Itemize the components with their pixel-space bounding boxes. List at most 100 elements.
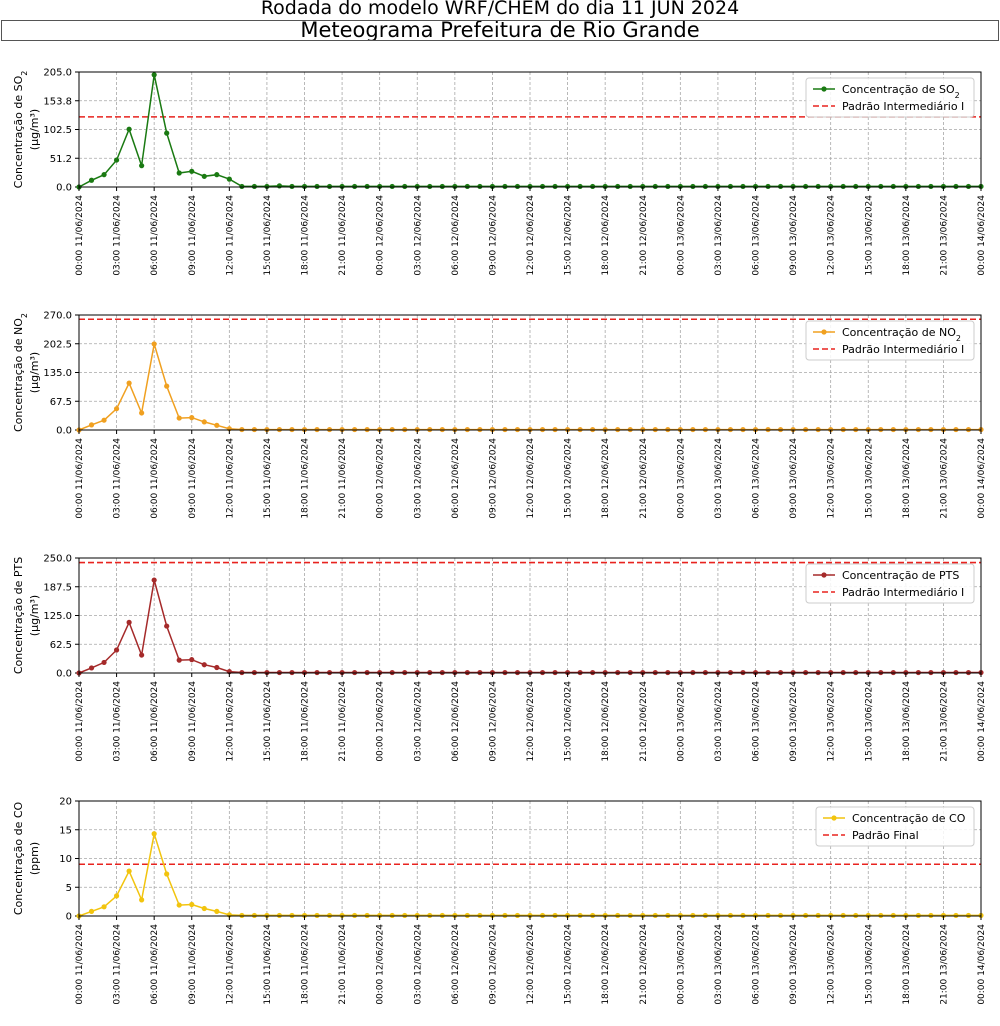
- data-point: [564, 183, 571, 190]
- data-point: [627, 183, 633, 190]
- x-tick-label: 18:00 12/06/2024: [601, 195, 611, 276]
- data-point: [139, 897, 145, 903]
- legend-box: [815, 806, 975, 847]
- chart-panel-4: 0 5 10 15 20 00:00 11/06/2024 03:00 11/06/2024…: [12, 797, 987, 1005]
- data-point: [176, 415, 182, 421]
- y-axis-label: Concentração de PTS: [12, 557, 25, 674]
- x-tick-label: 15:00 12/06/2024: [564, 195, 574, 276]
- legend-reference-label: Padrão Intermediário I: [842, 343, 964, 356]
- data-point: [189, 657, 195, 663]
- data-point: [765, 912, 771, 919]
- y-tick-label: 187.5: [43, 582, 72, 593]
- data-point: [853, 912, 859, 919]
- data-point: [151, 577, 157, 583]
- data-point: [828, 912, 834, 919]
- y-axis-label: Concentração de CO: [12, 801, 25, 915]
- legend: Concentração de PTS Padrão Intermediário …: [805, 563, 975, 604]
- x-tick-label: 09:00 12/06/2024: [488, 438, 498, 519]
- data-point: [164, 130, 170, 136]
- data-point: [790, 183, 796, 190]
- x-tick-label: 00:00 13/06/2024: [676, 924, 686, 1005]
- data-point: [276, 183, 283, 189]
- legend-series-label: Concentração de CO: [852, 812, 966, 825]
- data-point: [452, 912, 458, 919]
- data-point: [903, 912, 909, 919]
- x-tick-label: 18:00 11/06/2024: [301, 681, 311, 762]
- data-point: [139, 410, 145, 416]
- x-tick-label: 06:00 11/06/2024: [150, 924, 160, 1005]
- y-tick-label: 0.0: [56, 669, 72, 680]
- x-tick-label: 09:00 13/06/2024: [789, 438, 799, 519]
- x-tick-label: 00:00 11/06/2024: [75, 438, 85, 519]
- x-tick-label: 06:00 11/06/2024: [150, 438, 160, 519]
- x-tick-label: 12:00 12/06/2024: [526, 438, 536, 519]
- x-tick-label: 15:00 13/06/2024: [864, 195, 874, 276]
- x-tick-label: 15:00 13/06/2024: [864, 438, 874, 519]
- data-point: [113, 893, 120, 899]
- y-tick-label: 51.2: [50, 154, 72, 165]
- x-tick-label: 21:00 11/06/2024: [338, 195, 348, 276]
- legend-reference-label: Padrão Intermediário I: [842, 100, 964, 113]
- data-point: [715, 912, 721, 919]
- data-point: [314, 183, 320, 190]
- data-point: [326, 183, 333, 190]
- data-point: [301, 183, 308, 190]
- x-tick-label: 09:00 11/06/2024: [188, 438, 198, 519]
- x-tick-label: 03:00 11/06/2024: [113, 924, 123, 1005]
- data-point: [314, 912, 320, 919]
- data-point: [752, 183, 759, 190]
- data-point: [301, 912, 308, 919]
- y-tick-label: 135.0: [43, 368, 72, 379]
- x-tick-label: 12:00 11/06/2024: [225, 681, 235, 762]
- x-tick-label: 03:00 11/06/2024: [113, 681, 123, 762]
- x-tick-label: 09:00 13/06/2024: [789, 195, 799, 276]
- data-point: [427, 183, 433, 190]
- legend-reference-label: Padrão Intermediário I: [842, 586, 964, 599]
- data-point: [865, 912, 871, 919]
- x-tick-label: 09:00 12/06/2024: [488, 924, 498, 1005]
- y-tick-label: 5: [66, 883, 72, 894]
- y-tick-label: 250.0: [43, 554, 72, 565]
- data-point: [840, 183, 846, 190]
- data-point: [189, 901, 195, 908]
- x-tick-label: 21:00 13/06/2024: [939, 924, 949, 1005]
- data-point: [214, 908, 220, 915]
- legend-series-label: Concentração de PTS: [842, 569, 959, 582]
- x-tick-label: 18:00 13/06/2024: [902, 195, 912, 276]
- x-tick-label: 15:00 11/06/2024: [263, 924, 273, 1005]
- data-point: [101, 417, 107, 423]
- data-point: [878, 183, 884, 190]
- data-point: [176, 170, 182, 176]
- data-point: [201, 662, 207, 668]
- x-tick-label: 06:00 13/06/2024: [752, 681, 762, 762]
- data-point: [890, 912, 896, 919]
- x-tick-label: 12:00 11/06/2024: [225, 438, 235, 519]
- x-tick-label: 03:00 13/06/2024: [714, 924, 724, 1005]
- data-point: [552, 912, 558, 919]
- data-point: [151, 72, 157, 78]
- data-point: [201, 905, 207, 912]
- data-point: [88, 177, 95, 183]
- data-point: [539, 183, 546, 190]
- data-point: [752, 912, 759, 919]
- x-tick-label: 09:00 13/06/2024: [789, 924, 799, 1005]
- data-point: [139, 163, 145, 169]
- x-tick-label: 12:00 13/06/2024: [827, 681, 837, 762]
- data-point: [264, 912, 270, 919]
- data-point: [965, 183, 972, 190]
- x-tick-label: 00:00 12/06/2024: [376, 681, 386, 762]
- data-point: [803, 183, 809, 190]
- data-point: [113, 157, 120, 163]
- data-point: [915, 912, 921, 919]
- data-point: [865, 183, 871, 190]
- x-tick-label: 06:00 11/06/2024: [150, 681, 160, 762]
- data-point: [164, 623, 170, 629]
- data-point: [239, 183, 245, 190]
- x-tick-label: 03:00 13/06/2024: [714, 681, 724, 762]
- x-tick-label: 06:00 13/06/2024: [752, 195, 762, 276]
- legend: Concentração de CO Padrão Final: [815, 806, 975, 847]
- data-point: [727, 912, 734, 919]
- data-point: [88, 665, 95, 671]
- data-point: [289, 183, 295, 190]
